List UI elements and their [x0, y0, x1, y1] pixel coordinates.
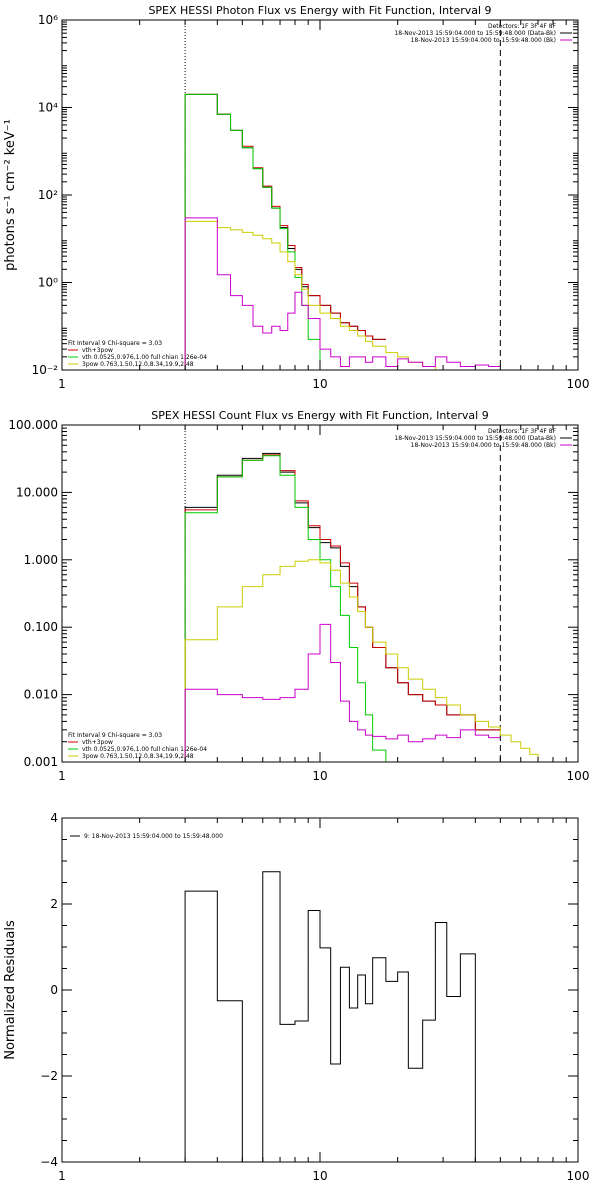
x-tick-label: 1: [58, 769, 66, 783]
y-tick-label: 10²: [38, 188, 58, 202]
y-tick-label: 10⁶: [38, 13, 58, 27]
header-entry: 18-Nov-2013 15:59:04.000 to 15:59:48.000…: [394, 30, 556, 37]
header-entry: 18-Nov-2013 15:59:04.000 to 15:59:48.000…: [411, 442, 556, 449]
series-4-line: [184, 623, 501, 762]
y-tick-label: 1.000: [24, 553, 58, 567]
y-axis-label: photons s⁻¹ cm⁻² keV⁻¹: [3, 119, 18, 271]
y-tick-label: 0.001: [24, 755, 58, 769]
x-tick-label: 10: [312, 1169, 327, 1183]
series-group: [184, 452, 553, 762]
x-tick-label: 100: [567, 377, 590, 391]
header-entry: Detectors: 1F 3F 4F 8F: [488, 23, 557, 30]
x-tick-label: 10: [312, 377, 327, 391]
legend-entry: 9: 18-Nov-2013 15:59:04.000 to 15:59:48.…: [84, 833, 223, 840]
legend-entry: Fit Interval 9 Chi-square = 3.03: [68, 732, 162, 739]
plot-frame: [61, 817, 579, 1163]
series-4-line: [184, 217, 501, 370]
y-tick-label: 0.010: [24, 688, 58, 702]
series-0-line: [184, 871, 489, 1162]
y-tick-label: 10⁰: [38, 276, 58, 290]
series-3-line: [184, 220, 448, 370]
y-tick-label: 0: [50, 983, 58, 997]
y-tick-label: 2: [50, 897, 58, 911]
series-3-line: [184, 559, 553, 762]
y-tick-label: −2: [40, 1069, 58, 1083]
legend-entry: vth+3pow: [82, 739, 113, 746]
y-tick-label: 10⁻²: [32, 363, 59, 377]
header-entry: Detectors: 1F 3F 4F 8F: [488, 428, 557, 435]
legend-entry: vth+3pow: [82, 347, 113, 354]
x-tick-label: 1: [58, 377, 66, 391]
header-entry: 18-Nov-2013 15:59:04.000 to 15:59:48.000…: [411, 37, 556, 44]
series-2-line: [184, 455, 387, 762]
series-1-line: [184, 454, 501, 762]
x-tick-label: 1: [58, 1169, 66, 1183]
chart-title: SPEX HESSI Count Flux vs Energy with Fit…: [151, 409, 488, 422]
legend-entry: Fit Interval 9 Chi-square = 3.03: [68, 340, 162, 347]
header-entry: 18-Nov-2013 15:59:04.000 to 15:59:48.000…: [394, 435, 556, 442]
y-tick-label: 10⁴: [38, 101, 58, 115]
residuals-panel: Normalized Residuals 1 10 100 −4 −2 0 2 4 9: 18-N…: [3, 811, 589, 1183]
count-flux-panel: SPEX HESSI Count Flux vs Energy with Fit…: [8, 409, 589, 783]
chart-title: SPEX HESSI Photon Flux vs Energy with Fi…: [148, 4, 491, 17]
series-1-line: [184, 93, 386, 370]
y-tick-label: 10.000: [16, 485, 58, 499]
y-axis-label: Normalized Residuals: [3, 920, 18, 1060]
series-group: [184, 93, 501, 370]
x-tick-label: 100: [567, 1169, 590, 1183]
x-tick-label: 100: [567, 769, 590, 783]
series-group: [184, 871, 489, 1162]
x-tick-label: 10: [312, 769, 327, 783]
legend-entry: vth 0.0525,0.976,1.00 full chian 1.26e-0…: [82, 354, 207, 361]
photon-flux-panel: SPEX HESSI Photon Flux vs Energy with Fi…: [3, 4, 589, 391]
legend-entry: vth 0.0525,0.976,1.00 full chian 1.26e-0…: [82, 746, 207, 753]
series-2-line: [184, 93, 332, 370]
y-tick-label: 0.100: [24, 620, 58, 634]
y-tick-label: −4: [40, 1155, 58, 1169]
series-0-line: [184, 93, 386, 370]
y-tick-label: 100.000: [8, 418, 58, 432]
legend-entry: 3pow 0.763,1.50,12.0,8.34,19.9,2.48: [82, 753, 194, 760]
legend-entry: 3pow 0.763,1.50,12.0,8.34,19.9,2.48: [82, 361, 194, 368]
y-tick-label: 4: [50, 811, 58, 825]
series-0-line: [184, 452, 501, 762]
